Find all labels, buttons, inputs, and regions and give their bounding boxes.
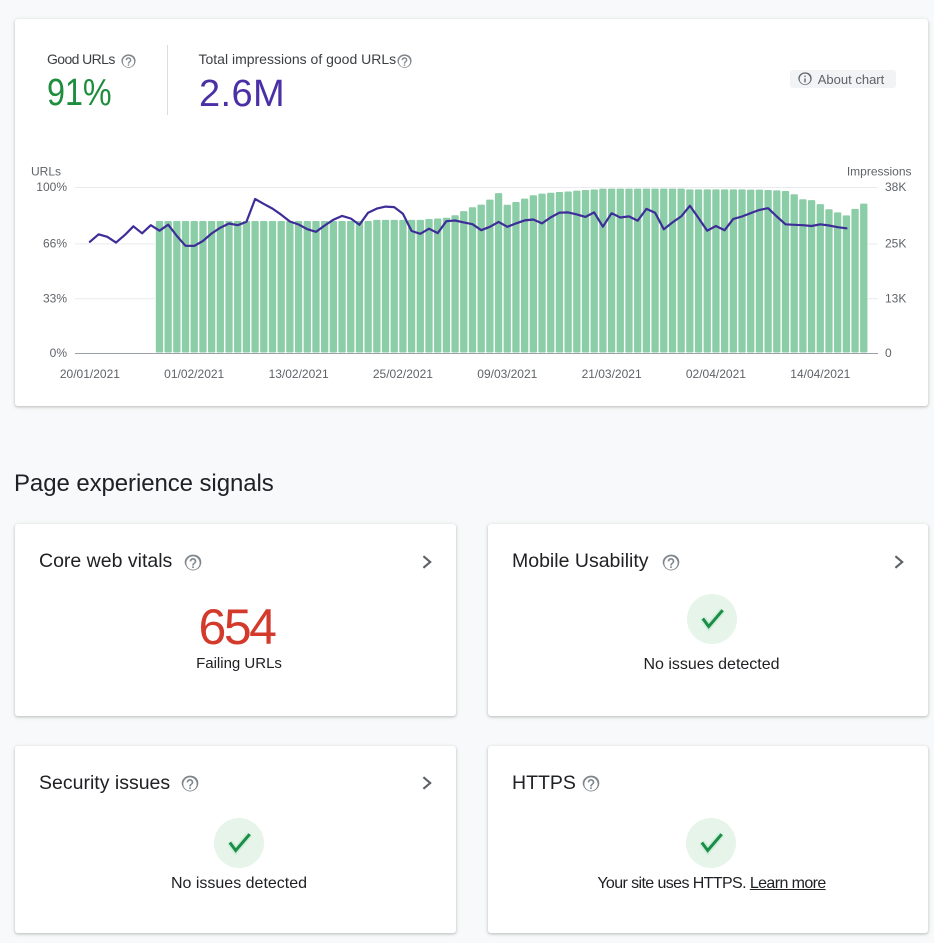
svg-text:Impressions: Impressions	[847, 165, 912, 179]
svg-text:20/01/2021: 20/01/2021	[60, 367, 120, 381]
svg-text:100%: 100%	[36, 180, 67, 194]
svg-text:38K: 38K	[885, 180, 906, 194]
svg-text:09/03/2021: 09/03/2021	[477, 367, 537, 381]
svg-text:URLs: URLs	[31, 165, 61, 179]
svg-text:02/04/2021: 02/04/2021	[686, 367, 746, 381]
svg-text:25/02/2021: 25/02/2021	[373, 367, 433, 381]
svg-text:25K: 25K	[885, 237, 906, 251]
svg-text:14/04/2021: 14/04/2021	[790, 367, 850, 381]
svg-text:13K: 13K	[885, 291, 906, 305]
svg-text:01/02/2021: 01/02/2021	[164, 367, 224, 381]
svg-text:0: 0	[885, 346, 892, 360]
svg-text:33%: 33%	[43, 291, 67, 305]
svg-text:66%: 66%	[43, 237, 67, 251]
svg-text:0%: 0%	[50, 346, 68, 360]
svg-text:13/02/2021: 13/02/2021	[269, 367, 329, 381]
svg-text:21/03/2021: 21/03/2021	[582, 367, 642, 381]
